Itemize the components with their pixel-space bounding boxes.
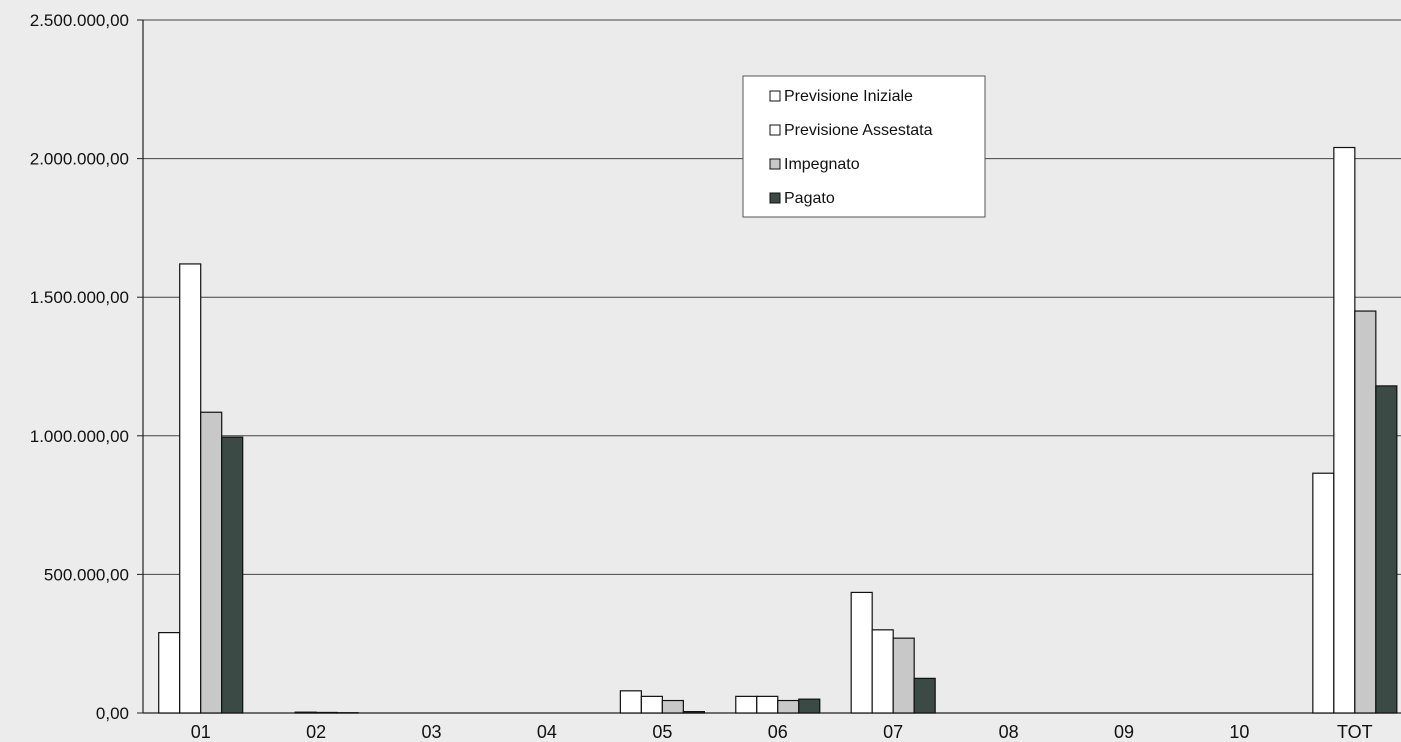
bar-4-TOT xyxy=(1375,385,1398,714)
bar-1-07 xyxy=(850,591,873,714)
bar-1-06 xyxy=(735,695,758,714)
bar-3-TOT xyxy=(1354,310,1377,714)
y-axis-ticks: 0,00 500.000,00 1.000.000,00 1.500.000,00 2.… xyxy=(30,11,143,723)
x-tick-label: 03 xyxy=(422,722,442,742)
legend-label: Previsione Assestata xyxy=(784,122,933,139)
bar-2-TOT xyxy=(1333,146,1356,714)
bar-4-05 xyxy=(682,711,705,714)
y-tick-label: 0,00 xyxy=(96,704,129,723)
legend-box xyxy=(742,75,986,218)
legend-swatch xyxy=(769,124,781,136)
y-tick-label: 1.000.000,00 xyxy=(30,427,129,446)
bar-3-02 xyxy=(315,711,338,714)
y-tick-label: 2.000.000,00 xyxy=(30,150,129,169)
bar-3-05 xyxy=(661,699,684,714)
legend-items: Previsione Iniziale Previsione Assestata I… xyxy=(769,88,933,207)
bar-3-01 xyxy=(200,411,223,714)
bar-2-05 xyxy=(640,695,663,714)
bar-3-07 xyxy=(892,637,915,714)
bar-2-02 xyxy=(294,711,317,714)
x-tick-label: 10 xyxy=(1229,722,1249,742)
bar-2-01 xyxy=(179,263,202,714)
x-tick-label: 02 xyxy=(306,722,326,742)
bar-2-06 xyxy=(756,695,779,714)
bars xyxy=(158,146,1398,714)
bar-3-06 xyxy=(777,699,800,714)
bar-1-05 xyxy=(619,690,642,714)
legend-label: Pagato xyxy=(784,190,835,207)
x-tick-label: 09 xyxy=(1114,722,1134,742)
legend-swatch xyxy=(769,90,781,102)
legend-label: Impegnato xyxy=(784,156,860,173)
bar-4-07 xyxy=(913,677,936,714)
bar-4-01 xyxy=(221,436,244,714)
bar-1-01 xyxy=(158,632,181,714)
x-tick-label: 05 xyxy=(652,722,672,742)
x-tick-label: 08 xyxy=(999,722,1019,742)
x-tick-label: 07 xyxy=(883,722,903,742)
y-tick-label: 1.500.000,00 xyxy=(30,288,129,307)
x-tick-label: TOT xyxy=(1337,722,1373,742)
x-tick-label: 01 xyxy=(191,722,211,742)
bar-1-TOT xyxy=(1312,472,1335,714)
x-axis-ticks: 01 02 03 04 05 06 07 08 09 10 TOT xyxy=(191,722,1373,742)
y-tick-label: 500.000,00 xyxy=(44,565,129,584)
x-tick-label: 04 xyxy=(537,722,557,742)
legend: Previsione Iniziale Previsione Assestata I… xyxy=(742,75,986,218)
x-tick-label: 06 xyxy=(768,722,788,742)
y-tick-label: 2.500.000,00 xyxy=(30,11,129,30)
bar-4-06 xyxy=(798,698,821,714)
legend-label: Previsione Iniziale xyxy=(784,88,913,105)
bar-2-07 xyxy=(871,629,894,714)
legend-swatch xyxy=(769,158,781,170)
legend-swatch xyxy=(769,192,781,204)
